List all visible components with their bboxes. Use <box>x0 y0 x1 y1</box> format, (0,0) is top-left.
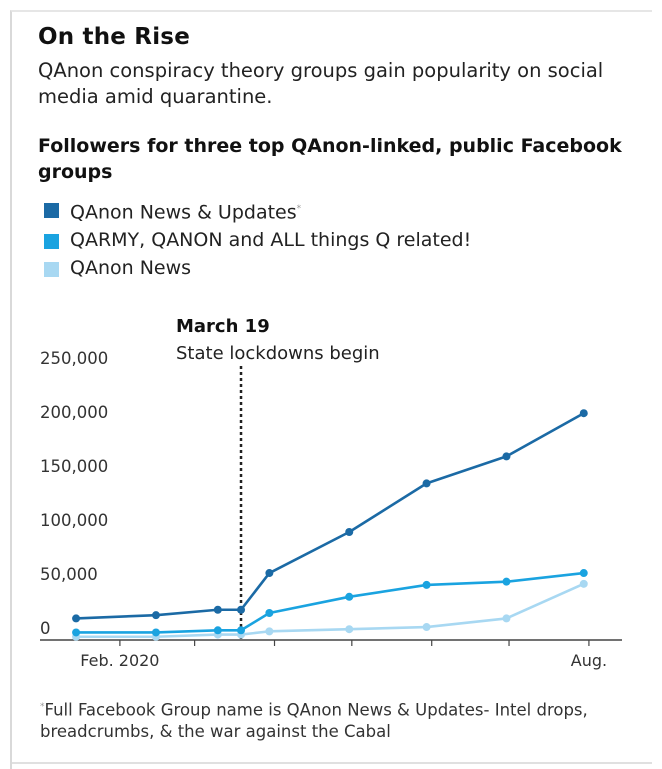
y-tick-label: 200,000 <box>40 403 108 422</box>
data-point <box>422 580 431 589</box>
data-point <box>237 626 246 635</box>
data-point <box>213 605 222 614</box>
x-tick-label: Feb. 2020 <box>80 651 159 670</box>
legend-label: QARMY, QANON and ALL things Q related! <box>70 229 472 252</box>
data-point <box>72 614 81 623</box>
y-tick-label: 0 <box>40 619 51 638</box>
data-point <box>422 479 431 488</box>
annotation-label: March 19 <box>176 316 270 337</box>
data-point <box>579 409 588 418</box>
footnote-marker: * <box>296 204 302 214</box>
data-point <box>422 623 431 632</box>
line-chart: 0 50,000 100,000 150,000 200,000 250,000 Feb. … <box>40 316 622 670</box>
legend-swatch <box>44 234 59 250</box>
data-point <box>213 626 222 635</box>
y-tick-label: 250,000 <box>40 349 108 368</box>
legend-label: QAnon News & Updates <box>70 201 297 224</box>
data-point <box>579 569 588 578</box>
y-tick-label: 150,000 <box>40 457 108 476</box>
chart-title: Followers for three top QAnon-linked, pu… <box>38 135 622 183</box>
data-point <box>265 569 274 578</box>
data-point <box>502 577 511 586</box>
chart-card <box>10 10 652 769</box>
x-tick-label: Aug. <box>571 651 607 670</box>
legend-item-qanon-news: QAnon News <box>44 256 604 281</box>
data-point <box>72 628 81 637</box>
annotation-text: State lockdowns begin <box>176 343 380 364</box>
data-point <box>151 628 160 637</box>
legend-label: QAnon News <box>70 257 192 280</box>
footnote: *Full Facebook Group name is QAnon News … <box>40 697 640 755</box>
data-point <box>345 592 354 601</box>
legend-swatch <box>44 203 59 218</box>
legend-item-qarmy: QARMY, QANON and ALL things Q related! <box>44 228 604 253</box>
data-point <box>151 611 160 620</box>
page-subtitle: QAnon conspiracy theory groups gain popu… <box>38 59 604 108</box>
y-tick-label: 50,000 <box>40 565 98 584</box>
series-line <box>76 412 585 620</box>
data-point <box>265 609 274 617</box>
footnote-text: Full Facebook Group name is QAnon News &… <box>40 700 588 741</box>
footnote-marker: * <box>40 702 45 712</box>
data-point <box>265 627 274 636</box>
data-point <box>502 452 511 461</box>
legend-swatch <box>44 262 59 278</box>
legend-item-qanon-news-updates: QAnon News & Updates* <box>44 197 604 225</box>
y-tick-label: 100,000 <box>40 511 108 530</box>
series-line <box>76 582 585 639</box>
data-point <box>237 605 246 614</box>
data-point <box>345 625 354 634</box>
data-point <box>345 528 354 536</box>
page-title: On the Rise <box>38 24 190 50</box>
data-point <box>502 614 511 623</box>
data-point <box>579 579 588 588</box>
chart-legend: QAnon News & Updates* QARMY, QANON and A… <box>44 197 604 281</box>
bottom-divider <box>12 762 652 764</box>
